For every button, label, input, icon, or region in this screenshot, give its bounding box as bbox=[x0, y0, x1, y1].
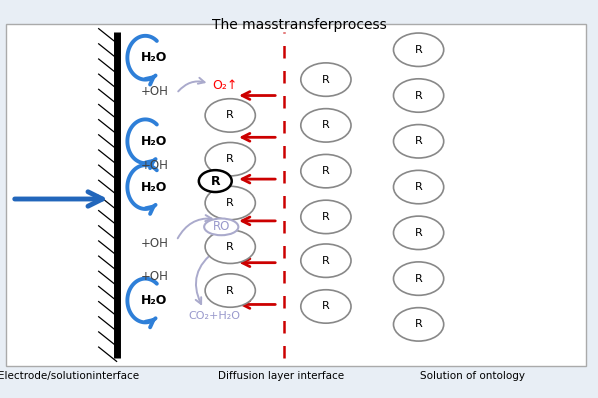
Text: H₂O: H₂O bbox=[141, 51, 167, 64]
Circle shape bbox=[199, 170, 232, 192]
Text: R: R bbox=[227, 242, 234, 252]
Text: R: R bbox=[415, 136, 422, 146]
Circle shape bbox=[205, 274, 255, 307]
Circle shape bbox=[301, 290, 351, 323]
Text: The masstransferprocess: The masstransferprocess bbox=[212, 18, 386, 32]
Text: O₂↑: O₂↑ bbox=[212, 79, 237, 92]
Text: R: R bbox=[415, 182, 422, 192]
Circle shape bbox=[205, 186, 255, 220]
Text: R: R bbox=[227, 154, 234, 164]
Text: CO₂+H₂O: CO₂+H₂O bbox=[188, 311, 240, 322]
Text: +OH: +OH bbox=[141, 270, 169, 283]
Text: R: R bbox=[415, 45, 422, 55]
Text: H₂O: H₂O bbox=[141, 294, 167, 307]
Text: R: R bbox=[322, 212, 329, 222]
Text: R: R bbox=[227, 198, 234, 208]
Text: R: R bbox=[210, 175, 220, 187]
Circle shape bbox=[393, 170, 444, 204]
Text: +OH: +OH bbox=[141, 159, 169, 172]
Circle shape bbox=[301, 244, 351, 277]
Circle shape bbox=[393, 308, 444, 341]
Circle shape bbox=[205, 142, 255, 176]
Text: Electrode/solutioninterface: Electrode/solutioninterface bbox=[0, 371, 139, 381]
Text: R: R bbox=[322, 301, 329, 312]
Circle shape bbox=[301, 154, 351, 188]
Text: R: R bbox=[322, 256, 329, 266]
Circle shape bbox=[393, 216, 444, 250]
Text: RO: RO bbox=[212, 220, 230, 233]
Text: R: R bbox=[415, 319, 422, 330]
Text: R: R bbox=[227, 110, 234, 121]
Text: R: R bbox=[322, 74, 329, 85]
Text: Diffusion layer interface: Diffusion layer interface bbox=[218, 371, 344, 381]
Ellipse shape bbox=[204, 219, 239, 235]
Circle shape bbox=[393, 125, 444, 158]
Circle shape bbox=[393, 262, 444, 295]
Circle shape bbox=[301, 63, 351, 96]
Circle shape bbox=[301, 200, 351, 234]
Circle shape bbox=[393, 79, 444, 112]
Text: R: R bbox=[322, 166, 329, 176]
Text: R: R bbox=[227, 285, 234, 296]
Circle shape bbox=[205, 99, 255, 132]
Text: H₂O: H₂O bbox=[141, 181, 167, 193]
Text: R: R bbox=[415, 90, 422, 101]
Circle shape bbox=[301, 109, 351, 142]
Text: +OH: +OH bbox=[141, 85, 169, 98]
Circle shape bbox=[393, 33, 444, 66]
Text: R: R bbox=[415, 273, 422, 284]
Text: R: R bbox=[415, 228, 422, 238]
Text: R: R bbox=[322, 120, 329, 131]
Text: Solution of ontology: Solution of ontology bbox=[420, 371, 525, 381]
Text: H₂O: H₂O bbox=[141, 135, 167, 148]
Text: +OH: +OH bbox=[141, 237, 169, 250]
FancyBboxPatch shape bbox=[6, 24, 586, 366]
Circle shape bbox=[205, 230, 255, 263]
